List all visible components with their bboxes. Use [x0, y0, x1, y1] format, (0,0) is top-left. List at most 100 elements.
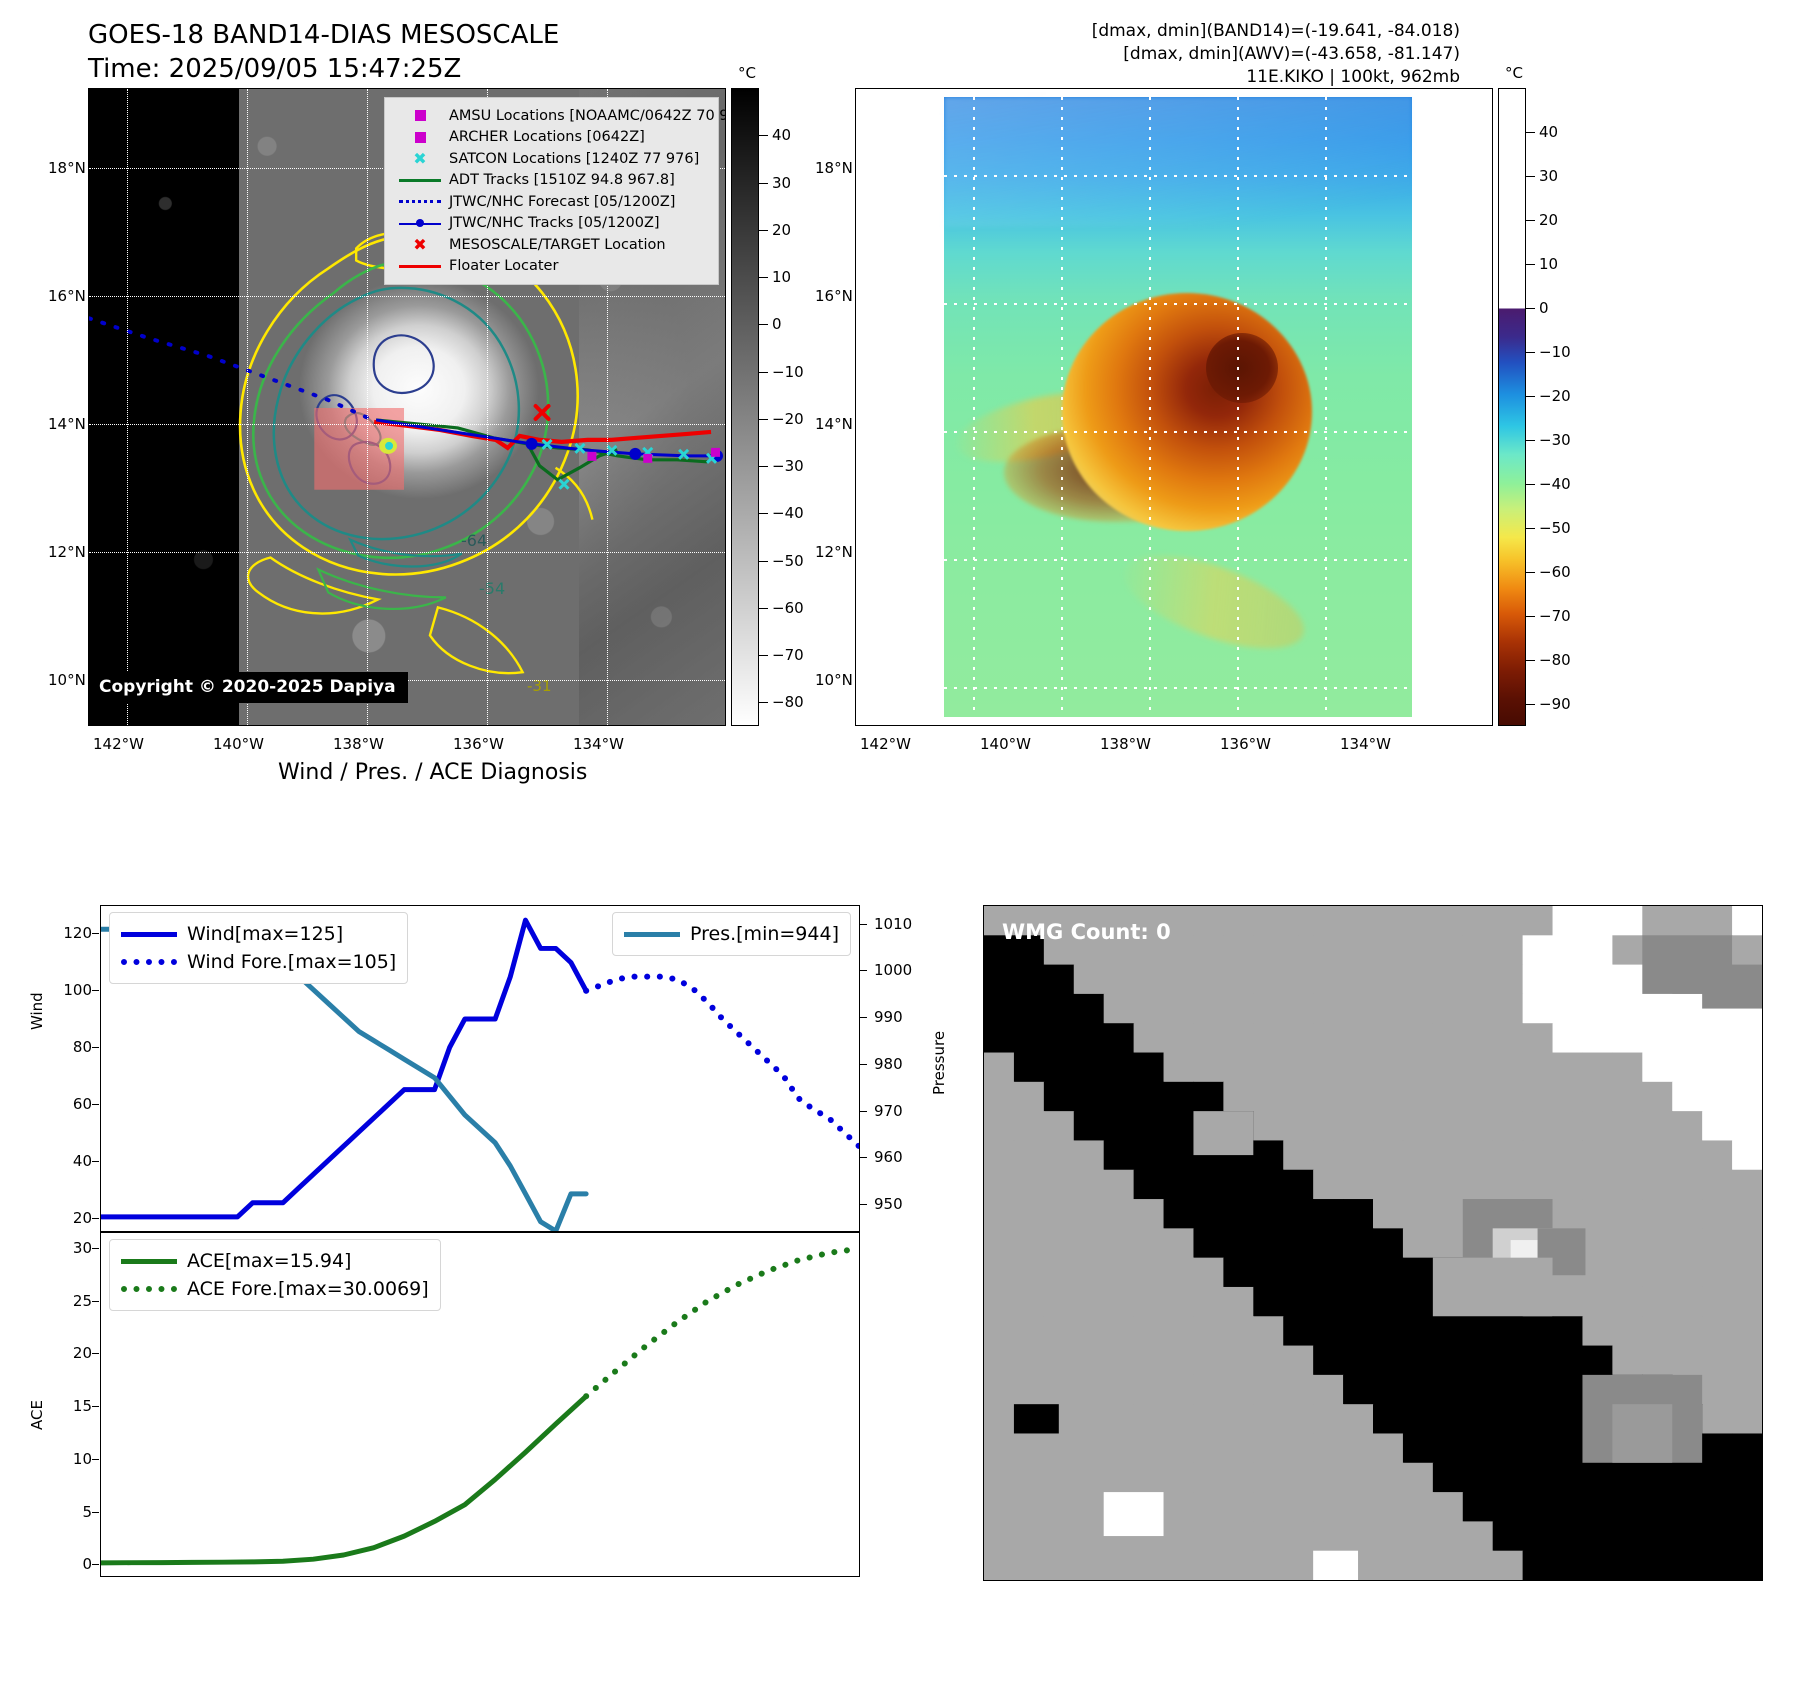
wmg-cell [1253, 1521, 1284, 1552]
axis-tick [92, 1217, 99, 1219]
wmg-cell [1163, 1140, 1195, 1171]
ace-tick-label: 15 [72, 1397, 92, 1416]
legend-item-pressure[interactable]: Pres.[min=944] [624, 920, 839, 948]
wmg-cell [1343, 1169, 1374, 1200]
wmg-cell [1462, 1374, 1494, 1405]
wmg-cell [1313, 1433, 1344, 1464]
wind-tick-label: 100 [63, 981, 92, 1000]
colorbar-tick [1526, 396, 1535, 397]
wmg-cell [1013, 1550, 1045, 1580]
colorbar-tick-label: 10 [1539, 255, 1559, 273]
legend-item-adt-tracks[interactable]: ADT Tracks [1510Z 94.8 967.8] [391, 170, 710, 192]
wmg-cell [1522, 993, 1554, 1024]
wmg-cell [1253, 993, 1284, 1024]
pressure-tick-label: 1000 [874, 961, 913, 980]
wmg-cell [1043, 935, 1075, 966]
wmg-cell [1612, 993, 1643, 1024]
wmg-cell [1552, 906, 1584, 936]
wmg-cell [1702, 1345, 1733, 1376]
wmg-cell [1612, 1492, 1643, 1522]
legend-item-satcon[interactable]: ✖ SATCON Locations [1240Z 77 976] [391, 148, 710, 170]
wmg-cell [1402, 1521, 1434, 1552]
wind-pressure-chart[interactable]: Wind[max=125] Wind Fore.[max=105] Pres.[… [100, 905, 860, 1232]
wmg-cell [1373, 1081, 1404, 1112]
wmg-cell [1402, 1550, 1434, 1580]
awv-lon-tick-138: 138°W [1100, 735, 1151, 753]
wmg-cell [1432, 1492, 1464, 1522]
wmg-cell [1163, 935, 1195, 966]
legend-item-jtwc-forecast[interactable]: JTWC/NHC Forecast [05/1200Z] [391, 191, 710, 213]
wmg-cell [1043, 1140, 1075, 1171]
ir-satellite-panel[interactable]: -64 -54 -31 Copyright © 2020-2025 Dapiya… [88, 88, 726, 726]
wmg-cell [1432, 1023, 1464, 1054]
ace-chart[interactable]: ACE[max=15.94] ACE Fore.[max=30.0069] [100, 1232, 860, 1577]
legend-item-ace[interactable]: ACE[max=15.94] [121, 1247, 429, 1275]
wmg-cell [1732, 1345, 1762, 1376]
legend-item-ace-forecast[interactable]: ACE Fore.[max=30.0069] [121, 1275, 429, 1303]
wmg-cell [1642, 1345, 1673, 1376]
wmg-cell [984, 1052, 1015, 1083]
wmg-cell [1223, 1462, 1254, 1493]
wmg-cell [1193, 1492, 1224, 1522]
wmg-cell [1672, 1286, 1703, 1317]
wmg-cell [1223, 1257, 1254, 1288]
wmg-cell [1462, 1404, 1494, 1435]
wmg-cell [1462, 1462, 1494, 1493]
awv-lon-tick-142: 142°W [860, 735, 911, 753]
wmg-cell [1642, 906, 1673, 936]
awv-colorbar [1498, 88, 1526, 726]
wmg-cell [1492, 1521, 1524, 1552]
legend-item-wind-forecast[interactable]: Wind Fore.[max=105] [121, 948, 396, 976]
wmg-cell [1013, 1433, 1045, 1464]
wmg-cell [1103, 1169, 1135, 1200]
ace-plot-area [101, 1245, 859, 1566]
wmg-cell [1492, 1023, 1524, 1054]
wmg-cell [1373, 1433, 1404, 1464]
wmg-cell [984, 935, 1015, 966]
wmg-cell [1073, 1316, 1105, 1347]
wmg-cell [1103, 1550, 1135, 1580]
wmg-cell [1133, 1433, 1165, 1464]
wmg-cell [984, 1257, 1015, 1288]
colorbar-tick-label: −10 [772, 362, 804, 381]
wmg-cell [1373, 964, 1404, 995]
legend-item-archer[interactable]: ARCHER Locations [0642Z] [391, 127, 710, 149]
wmg-cell [1642, 1492, 1673, 1522]
wmg-cell [1133, 1462, 1165, 1493]
wmg-cell [1163, 1345, 1195, 1376]
axis-tick [860, 1203, 867, 1205]
wmg-cell [1013, 1286, 1045, 1317]
wmg-cell [1163, 1521, 1195, 1552]
legend-item-jtwc-tracks[interactable]: JTWC/NHC Tracks [05/1200Z] [391, 213, 710, 235]
wmg-cell [1432, 1374, 1464, 1405]
wmg-cell [984, 993, 1015, 1024]
wmg-cell [1642, 1081, 1673, 1112]
legend-item-floater-locater[interactable]: Floater Locater [391, 256, 710, 278]
wmg-cell [1402, 1345, 1434, 1376]
wmg-cell [1432, 964, 1464, 995]
wmg-cell [1103, 993, 1135, 1024]
wmg-cell [1582, 993, 1613, 1024]
wmg-mask-panel[interactable]: WMG Count: 0 [983, 905, 1763, 1581]
wmg-cell [1732, 1521, 1762, 1552]
axis-tick [92, 1406, 99, 1408]
wmg-cell [1732, 935, 1762, 966]
wmg-cell [1133, 906, 1165, 936]
colorbar-tick [759, 324, 768, 326]
legend-item-mesoscale-target[interactable]: ✖ MESOSCALE/TARGET Location [391, 234, 710, 256]
wmg-cell [1642, 1169, 1673, 1200]
wmg-cell [1732, 1433, 1762, 1464]
wmg-cell [984, 1374, 1015, 1405]
wmg-cell [1522, 1169, 1554, 1200]
wmg-cell [1223, 1169, 1254, 1200]
wmg-cell [1283, 1111, 1314, 1142]
legend-item-wind[interactable]: Wind[max=125] [121, 920, 396, 948]
wmg-cell [1043, 964, 1075, 995]
wmg-cell [1043, 1052, 1075, 1083]
awv-satellite-panel[interactable] [855, 88, 1493, 726]
legend-item-amsu[interactable]: AMSU Locations [NOAAMC/0642Z 70 987] [391, 105, 725, 127]
wmg-cell [1013, 1316, 1045, 1347]
wmg-cell [1313, 1521, 1344, 1552]
colorbar-tick [1526, 308, 1535, 309]
colorbar-tick-label: 20 [1539, 211, 1559, 229]
